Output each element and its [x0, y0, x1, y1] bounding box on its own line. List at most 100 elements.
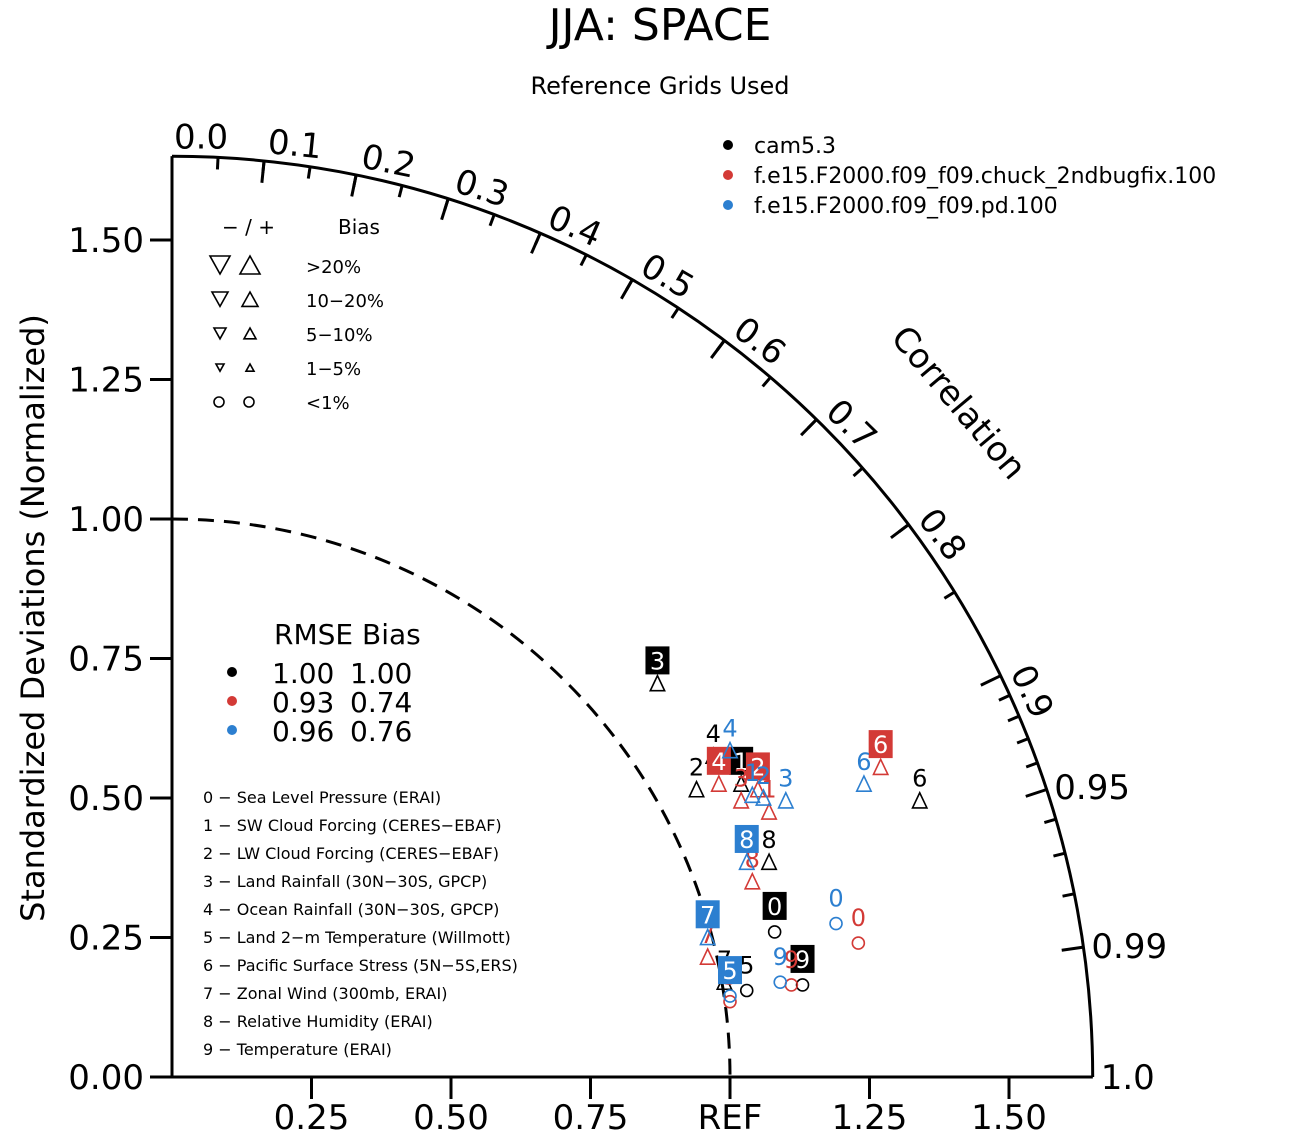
point-label: 0 [851, 904, 866, 932]
point-label: 6 [856, 748, 871, 776]
chart-title: JJA: SPACE [546, 0, 772, 51]
x-tick-label: 0.50 [413, 1098, 489, 1135]
axes-group [150, 154, 1095, 1099]
point-label: 8 [761, 826, 776, 854]
triangle-marker [710, 774, 728, 792]
corr-tick-mark [1062, 892, 1075, 898]
point-group: 9 [790, 944, 815, 992]
rmse-value: 0.96 [272, 715, 334, 748]
corr-tick-label: 0.5 [634, 246, 701, 308]
corr-tick-mark [397, 185, 404, 198]
circle-marker [723, 989, 737, 1003]
corr-tick-major [350, 174, 358, 197]
corr-tick-mark [1043, 817, 1057, 825]
corr-tick-label: 0.0 [174, 117, 228, 157]
point-group: 6 [855, 748, 873, 792]
circle-marker [784, 978, 799, 992]
variable-label: 1 − SW Cloud Forcing (CERES−EBAF) [203, 816, 502, 835]
circle-icon [213, 396, 225, 408]
point-label: 8 [739, 826, 754, 854]
legend-label: f.e15.F2000.f09_f09.pd.100 [754, 194, 1058, 219]
label-box [790, 944, 815, 973]
point-group: 0 [762, 891, 787, 939]
point-group: 2 [745, 752, 770, 798]
corr-tick-major [620, 278, 634, 300]
corr-tick-major [1025, 788, 1048, 798]
corr-tick-mark [488, 214, 496, 227]
corr-tick-mark [1016, 737, 1029, 745]
triangle-up-icon [244, 362, 256, 372]
triangle-marker [743, 871, 761, 890]
corr-tick-mark [1053, 851, 1066, 858]
point-label: 3 [778, 765, 793, 793]
bias-row-label: 5−10% [306, 325, 373, 346]
circle-marker [773, 975, 788, 989]
corr-tick-label: 0.7 [818, 392, 885, 458]
point-group: 2 [688, 753, 705, 798]
rmse-header: RMSE Bias [274, 618, 421, 651]
rmse-value: 1.00 [272, 657, 334, 690]
point-label: 3 [734, 765, 749, 793]
triangle-marker [699, 947, 717, 965]
triangle-marker [743, 785, 761, 804]
label-box [718, 956, 742, 985]
rmse-value: 0.93 [272, 686, 334, 719]
point-label: 1 [745, 759, 760, 787]
point-label: 2 [689, 753, 704, 781]
bias-row-label: 10−20% [306, 291, 384, 312]
triangle-marker [732, 790, 750, 809]
label-box [734, 824, 759, 853]
point-label: 0 [767, 893, 782, 921]
corr-tick-major [800, 418, 818, 437]
y-tick-label: 0.25 [68, 919, 144, 959]
x-tick-label: 1.50 [971, 1098, 1047, 1135]
circle-marker [795, 978, 810, 992]
y-tick-label: 1.00 [68, 500, 144, 540]
data-points: 012345678901234567890123456789 [645, 646, 929, 1009]
corr-tick-major [440, 198, 450, 221]
chart-subtitle: Reference Grids Used [530, 72, 789, 100]
variable-label: 3 − Land Rainfall (30N−30S, GPCP) [203, 872, 487, 891]
corr-tick-mark [852, 466, 864, 478]
correlation-label: Correlation [883, 318, 1034, 487]
corr-tick-label: 0.99 [1091, 927, 1167, 967]
x-tick-label: 1.25 [832, 1098, 908, 1135]
corr-tick-label: 0.2 [358, 137, 419, 187]
variable-label: 8 − Relative Humidity (ERAI) [203, 1012, 433, 1031]
point-label: 4 [706, 720, 721, 748]
point-label: 9 [784, 946, 799, 974]
point-group: 4 [706, 746, 731, 792]
point-group: 4 [721, 714, 739, 759]
point-group: 5 [739, 952, 754, 998]
y-tick-label: 1.50 [68, 221, 144, 261]
triangle-down-icon [214, 363, 226, 373]
point-label: 6 [912, 765, 927, 793]
point-group: 0 [828, 885, 844, 931]
corr-tick-label: 0.3 [450, 162, 514, 216]
point-label: 7 [700, 901, 715, 929]
corr-tick-major [890, 523, 910, 539]
variable-label: 4 − Ocean Rainfall (30N−30S, GPCP) [203, 900, 499, 919]
corr-tick-major [260, 160, 266, 183]
legend-label: f.e15.F2000.f09_f09.chuck_2ndbugfix.100 [754, 164, 1216, 189]
bias-row-label: <1% [306, 393, 350, 414]
legend-label: cam5.3 [754, 134, 836, 159]
corr-tick-mark [761, 376, 772, 388]
triangle-marker [872, 757, 890, 776]
point-group: 8 [760, 826, 778, 871]
legend-dot [723, 140, 733, 150]
point-group: 9 [773, 943, 788, 989]
triangle-up-icon [242, 326, 258, 340]
point-label: 3 [650, 647, 665, 675]
bias-row-label: 1−5% [306, 359, 361, 380]
legend-dot [723, 170, 733, 180]
triangle-down-icon [212, 327, 228, 341]
point-label: 2 [750, 753, 765, 781]
corr-tick-mark [670, 307, 680, 319]
label-box [645, 646, 670, 675]
triangle-up-icon [238, 254, 262, 275]
point-group: 6 [911, 765, 929, 809]
corr-tick-major [530, 232, 542, 254]
circle-marker [723, 994, 737, 1009]
corr-tick-label: 0.6 [726, 309, 793, 373]
